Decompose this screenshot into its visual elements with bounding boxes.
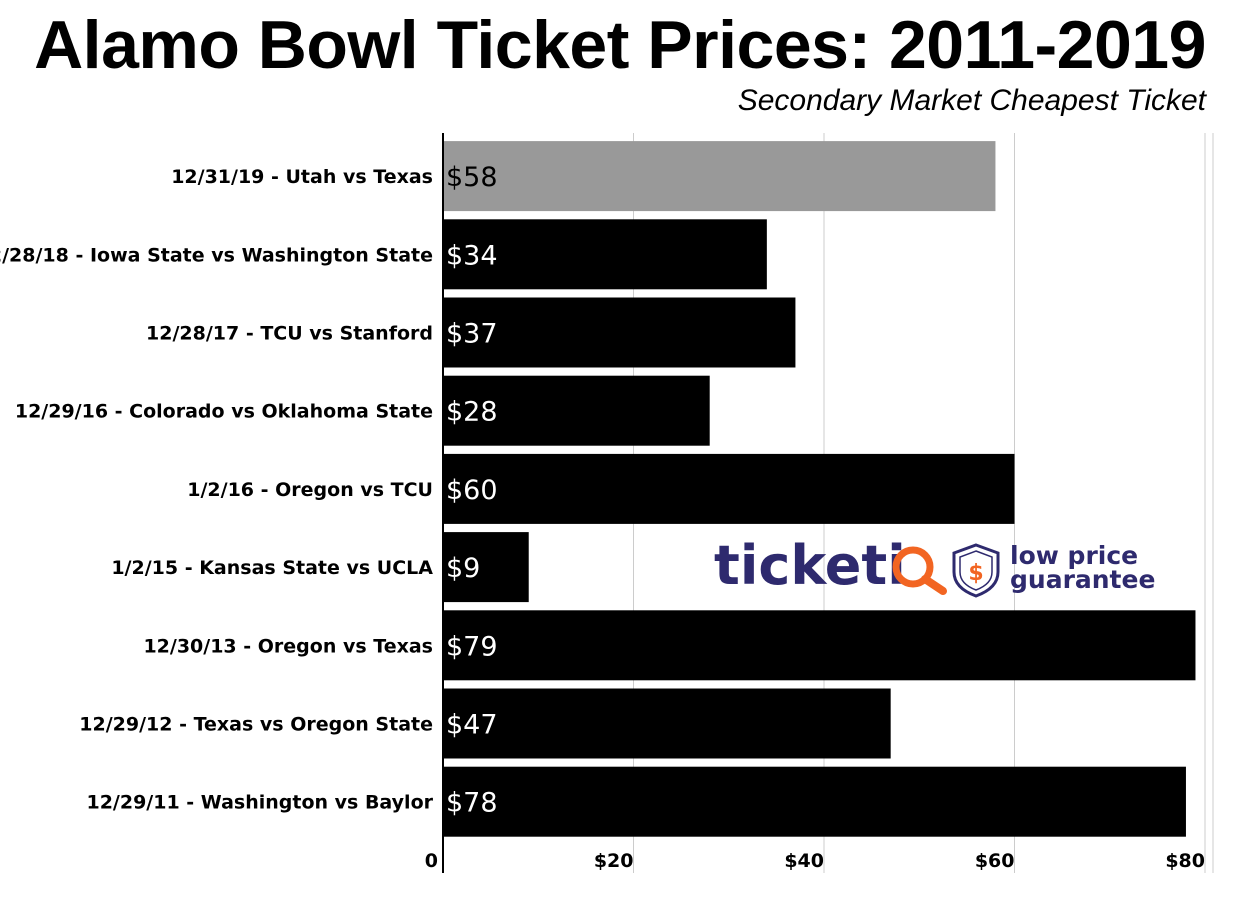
category-label: 12/29/11 - Washington vs Baylor xyxy=(86,792,433,814)
category-labels: 12/31/19 - Utah vs Texas 12/28/18 - Iowa … xyxy=(0,166,434,814)
bar xyxy=(443,141,996,212)
bar xyxy=(443,453,1015,524)
category-label: 12/29/12 - Texas vs Oregon State xyxy=(79,714,433,736)
logo-guarantee-line2: guarantee xyxy=(1010,565,1155,594)
shield-dollar-icon: $ xyxy=(952,543,1000,598)
bar xyxy=(443,297,796,368)
bar-data-label: $9 xyxy=(446,553,480,584)
bar xyxy=(443,688,891,759)
category-label: 12/29/16 - Colorado vs Oklahoma State xyxy=(15,401,433,423)
chart-subtitle: Secondary Market Cheapest Ticket xyxy=(737,84,1206,117)
bar xyxy=(443,219,767,290)
x-tick-label: $80 xyxy=(1165,850,1205,872)
bar-data-label: $47 xyxy=(446,710,498,741)
category-label: 12/30/13 - Oregon vs Texas xyxy=(143,635,433,657)
bar-data-label: $78 xyxy=(446,788,498,819)
ticketiq-logo: ticketi $ low price guarantee xyxy=(714,534,1155,598)
bar xyxy=(443,766,1186,837)
category-label: 1/2/16 - Oregon vs TCU xyxy=(187,479,433,501)
x-tick-label: $60 xyxy=(975,850,1015,872)
bar-data-label: $34 xyxy=(446,240,498,271)
bar xyxy=(443,532,529,603)
bar-data-label: $28 xyxy=(446,397,498,428)
bar-data-label: $58 xyxy=(446,162,498,193)
chart-title: Alamo Bowl Ticket Prices: 2011-2019 xyxy=(34,7,1206,83)
category-label: 1/2/15 - Kansas State vs UCLA xyxy=(111,557,433,579)
category-label: 12/28/18 - Iowa State vs Washington Stat… xyxy=(0,244,433,266)
bar xyxy=(443,610,1196,681)
x-tick-label: $40 xyxy=(784,850,824,872)
magnifier-q-icon xyxy=(892,546,947,595)
shield-symbol: $ xyxy=(968,561,983,586)
logo-guarantee-line1: low price xyxy=(1010,541,1138,570)
bars: $58 $34 $37 $28 $60 $9 $79 $47 $78 xyxy=(443,141,1196,837)
logo-brand-main: ticketi xyxy=(714,534,906,597)
category-label: 12/28/17 - TCU vs Stanford xyxy=(146,323,433,345)
category-label: 12/31/19 - Utah vs Texas xyxy=(171,166,433,188)
bar-data-label: $79 xyxy=(446,631,498,662)
bar-data-label: $37 xyxy=(446,319,498,350)
x-tick-labels: 0 $20 $40 $60 $80 xyxy=(425,850,1205,872)
x-tick-label: $20 xyxy=(594,850,634,872)
bar xyxy=(443,375,710,446)
bar-data-label: $60 xyxy=(446,475,498,506)
x-tick-label: 0 xyxy=(425,850,438,872)
